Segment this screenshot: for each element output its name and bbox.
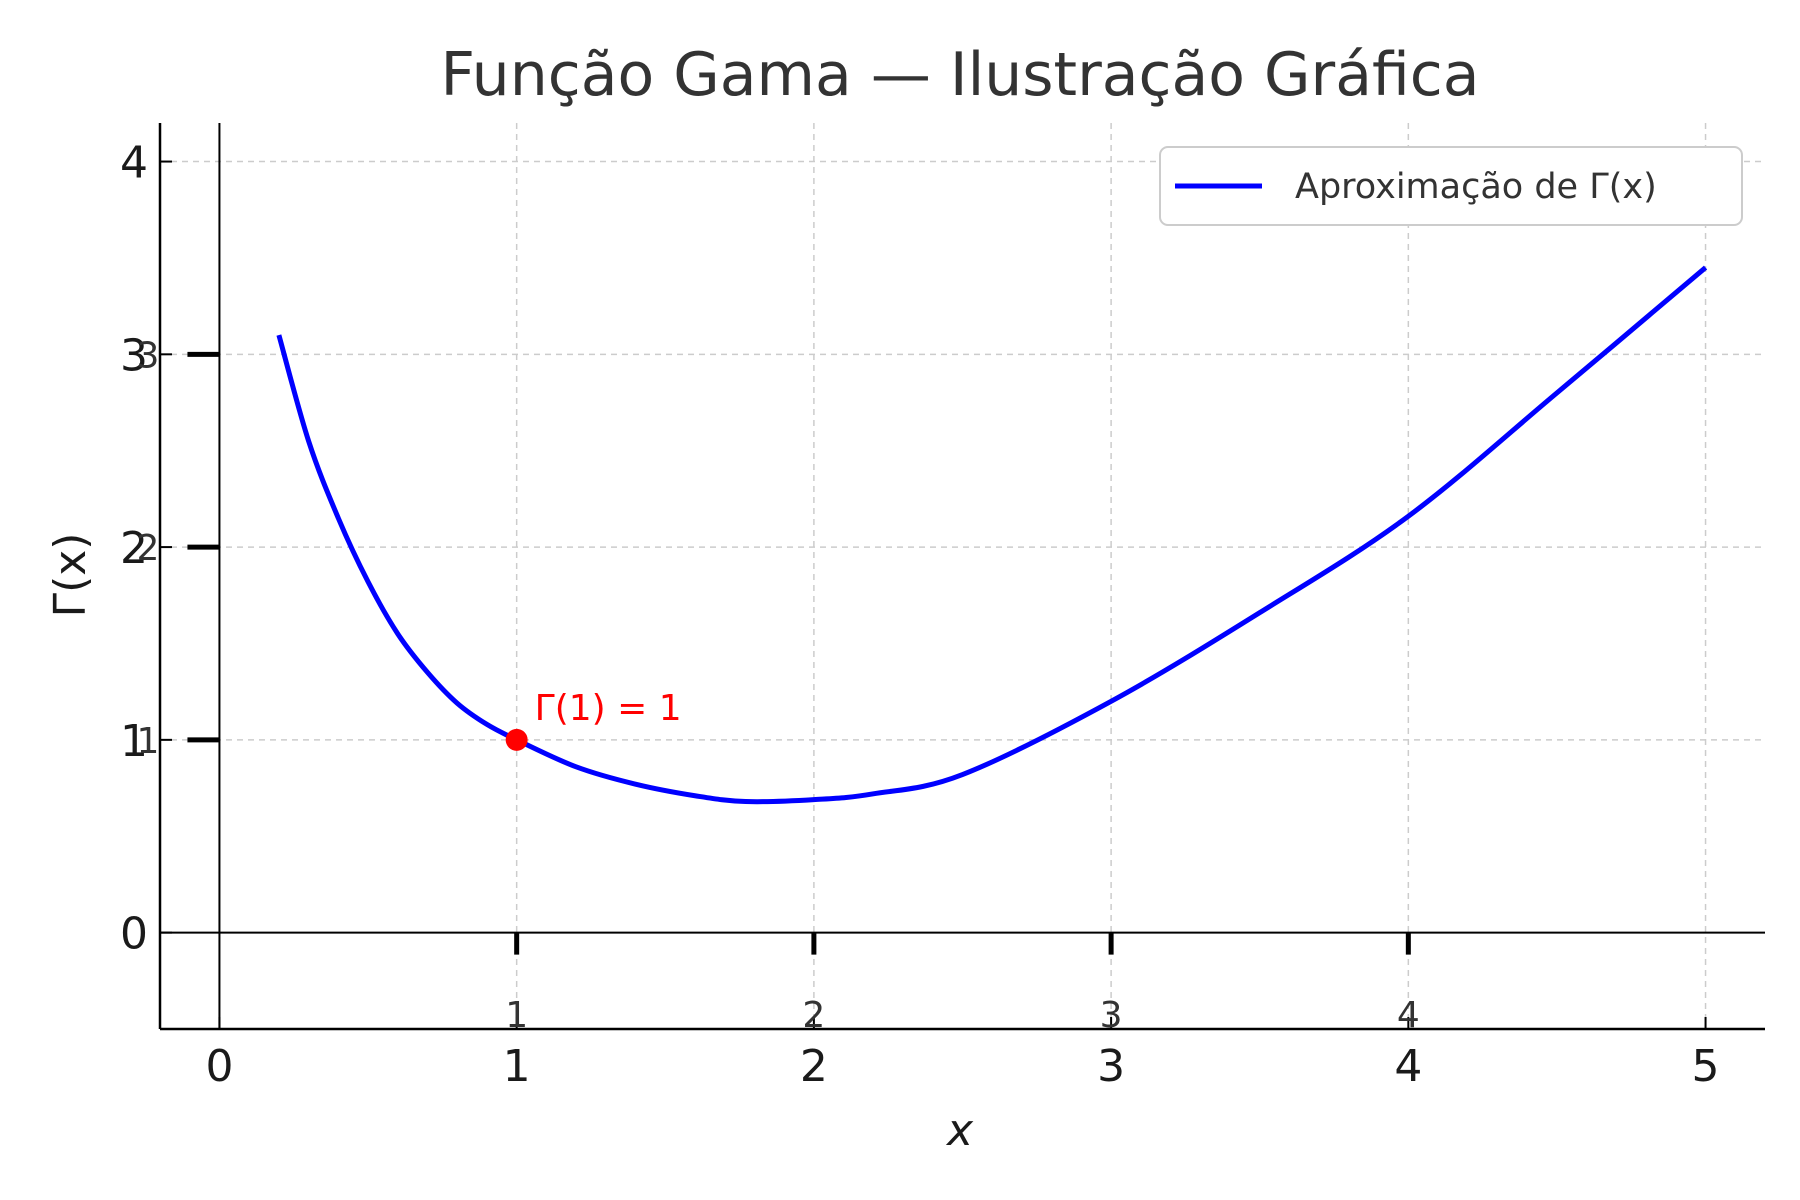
axes bbox=[158, 123, 1765, 1031]
x-tick-label: 3 bbox=[1097, 1041, 1125, 1092]
annotations: Γ(1) = 1 bbox=[505, 688, 682, 751]
y-axis-label: Γ(x) bbox=[45, 533, 96, 618]
y-tick-label: 1 bbox=[120, 716, 148, 767]
x-tick-label: 5 bbox=[1692, 1041, 1720, 1092]
x-axis-label: x bbox=[945, 1105, 974, 1156]
y-tick-label: 2 bbox=[120, 523, 148, 574]
inner-y-tick-label: 2 bbox=[137, 528, 160, 569]
ticks: 0 1 2 3 4 5 0 1 2 3 4 1 2 3 4 1 2 3 bbox=[120, 138, 1720, 1092]
chart-title: Função Gama — Ilustração Gráfica bbox=[440, 40, 1479, 110]
inner-y-tick-label: 3 bbox=[137, 335, 160, 376]
x-tick-label: 1 bbox=[503, 1041, 531, 1092]
legend: Aproximação de Γ(x) bbox=[1159, 146, 1743, 226]
x-tick-label: 2 bbox=[800, 1041, 828, 1092]
annotation-label: Γ(1) = 1 bbox=[535, 688, 682, 729]
y-tick-label: 0 bbox=[120, 909, 148, 960]
inner-x-tick-label: 4 bbox=[1397, 995, 1420, 1036]
legend-label: Aproximação de Γ(x) bbox=[1295, 167, 1657, 207]
x-tick-label: 0 bbox=[205, 1041, 233, 1092]
legend-box bbox=[1159, 146, 1743, 226]
inner-x-tick-label: 2 bbox=[802, 995, 825, 1036]
y-tick-label: 4 bbox=[120, 138, 148, 189]
x-tick-label: 4 bbox=[1394, 1041, 1422, 1092]
inner-x-tick-label: 1 bbox=[505, 995, 528, 1036]
grid-lines bbox=[160, 123, 1765, 1029]
y-tick-label: 3 bbox=[120, 330, 148, 381]
inner-x-tick-label: 3 bbox=[1100, 995, 1123, 1036]
gamma-curve-line bbox=[276, 265, 1708, 805]
annotation-point bbox=[505, 728, 528, 751]
inner-y-tick-label: 1 bbox=[137, 721, 160, 762]
